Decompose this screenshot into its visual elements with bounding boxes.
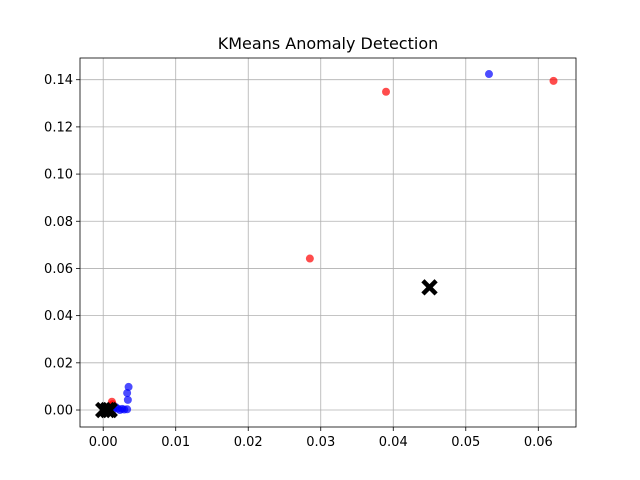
centroid-stroke <box>101 401 118 419</box>
y-tick-label: 0.08 <box>44 215 73 230</box>
scatter-point <box>123 389 132 398</box>
centroid-marker <box>421 279 438 296</box>
scatter-point <box>124 382 133 391</box>
y-tick-label: 0.06 <box>44 262 73 277</box>
y-tick-label: 0.10 <box>44 168 73 183</box>
scatter-point <box>549 76 558 85</box>
axes-frame-layer <box>79 57 577 428</box>
x-tick-label: 0.03 <box>306 435 335 450</box>
axes-frame <box>79 57 577 428</box>
scatter-point <box>305 254 314 263</box>
y-tick-label: 0.12 <box>44 120 73 135</box>
x-tick-label: 0.02 <box>234 435 263 450</box>
tick-layer: 0.00 0.01 0.02 0.03 0.04 0.05 0.06 0.00 0.02 0.04… <box>44 73 553 450</box>
x-tick-label: 0.05 <box>451 435 480 450</box>
x-tick-label: 0.04 <box>379 435 408 450</box>
scatter-point <box>484 70 493 79</box>
y-tick-label: 0.00 <box>44 404 73 419</box>
x-tick-label: 0.00 <box>89 435 118 450</box>
scatter-point <box>123 405 132 414</box>
points-layer <box>95 70 558 419</box>
scatter-point <box>382 87 391 96</box>
chart-title: KMeans Anomaly Detection <box>218 34 439 53</box>
centroid-marker <box>101 401 118 419</box>
y-tick-label: 0.02 <box>44 356 73 371</box>
scatter-point <box>123 395 132 404</box>
y-tick-label: 0.04 <box>44 309 73 324</box>
x-tick-label: 0.01 <box>161 435 190 450</box>
y-tick-label: 0.14 <box>44 73 73 88</box>
grid-layer <box>80 58 576 427</box>
centroid-stroke <box>421 279 438 296</box>
x-tick-label: 0.06 <box>524 435 553 450</box>
